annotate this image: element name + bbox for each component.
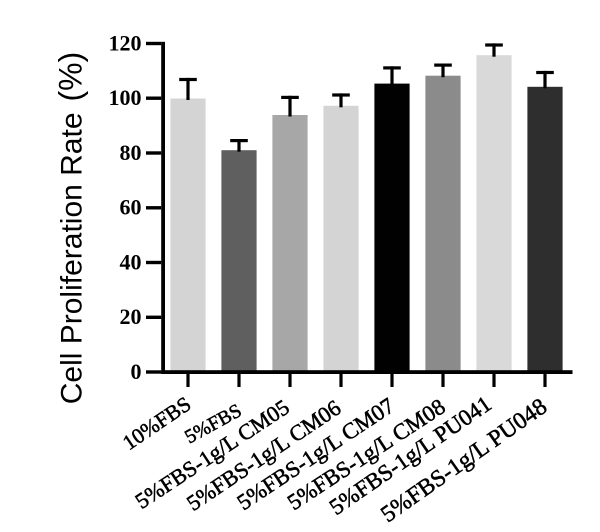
svg-text:60: 60	[120, 195, 142, 220]
svg-text:40: 40	[120, 249, 142, 274]
svg-text:100: 100	[109, 85, 142, 110]
svg-text:120: 120	[109, 30, 142, 55]
svg-text:10%FBS: 10%FBS	[118, 392, 195, 455]
svg-text:0: 0	[131, 359, 142, 384]
svg-text:20: 20	[120, 304, 142, 329]
svg-text:80: 80	[120, 140, 142, 165]
svg-text:Cell Proliferation Rate(%): Cell Proliferation Rate(%)	[53, 52, 89, 405]
